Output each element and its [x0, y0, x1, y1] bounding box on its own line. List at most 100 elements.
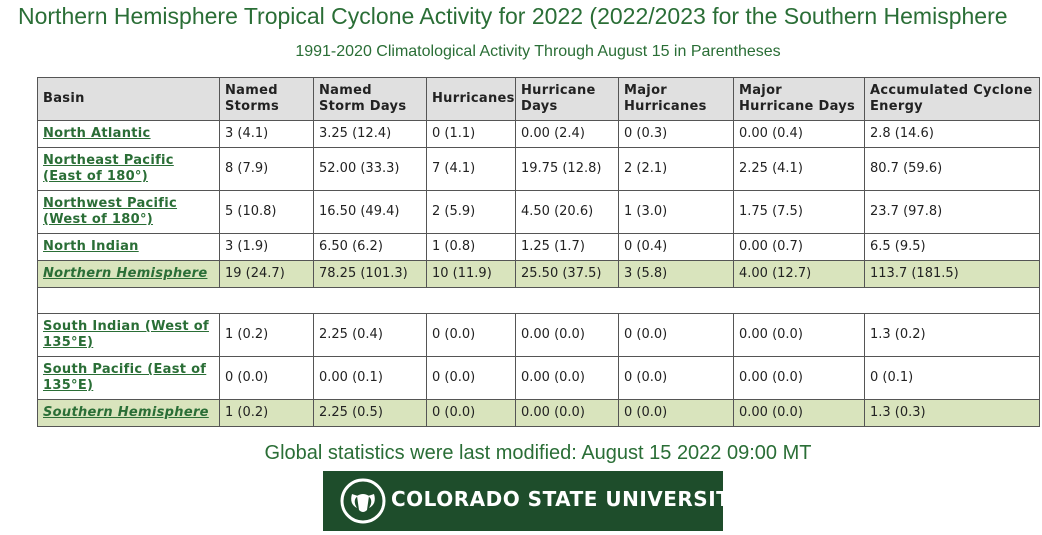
stat-cell: 1 (0.2) — [219, 313, 314, 357]
column-header: Hurricane Days — [515, 77, 619, 121]
stat-cell: 23.7 (97.8) — [864, 190, 1040, 234]
column-header: Hurricanes — [426, 77, 516, 121]
column-header: Named Storms — [219, 77, 314, 121]
basin-link[interactable]: Northern Hemisphere — [43, 266, 208, 281]
basin-cell: North Atlantic — [37, 120, 220, 148]
stat-cell: 3 (1.9) — [219, 233, 314, 261]
basin-link[interactable]: North Indian — [43, 239, 139, 254]
stat-cell: 0 (0.0) — [426, 313, 516, 357]
basin-link[interactable]: North Atlantic — [43, 126, 151, 141]
stat-cell: 6.5 (9.5) — [864, 233, 1040, 261]
stat-cell: 3 (5.8) — [618, 260, 734, 288]
stat-cell: 0 (0.0) — [426, 399, 516, 427]
stat-cell: 0.00 (0.4) — [733, 120, 865, 148]
stat-cell: 2.8 (14.6) — [864, 120, 1040, 148]
stat-cell: 2.25 (0.4) — [313, 313, 427, 357]
stat-cell: 16.50 (49.4) — [313, 190, 427, 234]
stat-cell: 6.50 (6.2) — [313, 233, 427, 261]
last-modified: Global statistics were last modified: Au… — [264, 442, 812, 464]
basin-cell: Northwest Pacific (West of 180°) — [37, 190, 220, 234]
column-header: Basin — [37, 77, 220, 121]
stat-cell: 0.00 (0.0) — [515, 356, 619, 400]
stat-cell: 1.75 (7.5) — [733, 190, 865, 234]
stat-cell: 3.25 (12.4) — [313, 120, 427, 148]
stat-cell: 4.50 (20.6) — [515, 190, 619, 234]
stat-cell: 0.00 (0.7) — [733, 233, 865, 261]
stat-cell: 1 (0.8) — [426, 233, 516, 261]
column-header: Named Storm Days — [313, 77, 427, 121]
stat-cell: 0 (0.1) — [864, 356, 1040, 400]
page-title: Northern Hemisphere Tropical Cyclone Act… — [18, 3, 1008, 29]
stat-cell: 0 (1.1) — [426, 120, 516, 148]
logo-icon — [340, 478, 386, 524]
stat-cell: 0 (0.0) — [618, 399, 734, 427]
basin-cell: Northeast Pacific (East of 180°) — [37, 147, 220, 191]
basin-row: South Pacific (East of 135°E) 0 (0.0) 0.00… — [37, 356, 1040, 400]
stat-cell: 52.00 (33.3) — [313, 147, 427, 191]
basin-link[interactable]: Northwest Pacific (West of 180°) — [43, 196, 178, 227]
basin-cell: South Indian (West of 135°E) — [37, 313, 220, 357]
column-header: Major Hurricanes — [618, 77, 734, 121]
stat-cell: 0.00 (0.0) — [515, 313, 619, 357]
stat-cell: 2 (2.1) — [618, 147, 734, 191]
stat-cell: 80.7 (59.6) — [864, 147, 1040, 191]
stat-cell: 113.7 (181.5) — [864, 260, 1040, 288]
logo-text: COLORADO STATE UNIVERSITY — [391, 487, 746, 511]
basin-cell: South Pacific (East of 135°E) — [37, 356, 220, 400]
subtitle: 1991-2020 Climatological Activity Throug… — [295, 43, 781, 60]
separator-row — [37, 287, 1040, 314]
stat-cell: 0.00 (0.0) — [733, 399, 865, 427]
column-header: Accumulated Cyclone Energy — [864, 77, 1040, 121]
stat-cell: 19 (24.7) — [219, 260, 314, 288]
stat-cell: 0.00 (0.0) — [515, 399, 619, 427]
stat-cell: 1.3 (0.2) — [864, 313, 1040, 357]
stat-cell: 78.25 (101.3) — [313, 260, 427, 288]
stat-cell: 7 (4.1) — [426, 147, 516, 191]
stat-cell: 0 (0.4) — [618, 233, 734, 261]
stat-cell: 0 (0.0) — [618, 313, 734, 357]
stat-cell: 1.3 (0.3) — [864, 399, 1040, 427]
stat-cell: 0.00 (0.0) — [733, 356, 865, 400]
basin-cell: North Indian — [37, 233, 220, 261]
stat-cell: 19.75 (12.8) — [515, 147, 619, 191]
stat-cell: 2.25 (0.5) — [313, 399, 427, 427]
stats-table: Basin Named Storms Named Storm Days Hurrica… — [37, 77, 1040, 427]
stat-cell: 1.25 (1.7) — [515, 233, 619, 261]
stat-cell: 25.50 (37.5) — [515, 260, 619, 288]
stat-cell: 0.00 (0.0) — [733, 313, 865, 357]
stat-cell: 2 (5.9) — [426, 190, 516, 234]
basin-link[interactable]: South Indian (West of 135°E) — [43, 319, 209, 350]
total-row: Southern Hemisphere 1 (0.2) 2.25 (0.5) 0 (0… — [37, 399, 1040, 427]
stat-cell: 1 (0.2) — [219, 399, 314, 427]
basin-row: North Atlantic 3 (4.1) 3.25 (12.4) 0 (1.1) 0… — [37, 120, 1040, 148]
logo[interactable]: COLORADO STATE UNIVERSITY — [323, 471, 745, 531]
stat-cell: 2.25 (4.1) — [733, 147, 865, 191]
basin-link[interactable]: Southern Hemisphere — [43, 405, 209, 420]
column-header: Major Hurricane Days — [733, 77, 865, 121]
basin-row: South Indian (West of 135°E) 1 (0.2) 2.25 … — [37, 313, 1040, 357]
stat-cell: 5 (10.8) — [219, 190, 314, 234]
basin-cell: Southern Hemisphere — [37, 399, 220, 427]
stat-cell: 1 (3.0) — [618, 190, 734, 234]
basin-link[interactable]: Northeast Pacific (East of 180°) — [43, 153, 174, 184]
separator-cell — [37, 287, 1040, 314]
basin-link[interactable]: South Pacific (East of 135°E) — [43, 362, 207, 393]
basin-cell: Northern Hemisphere — [37, 260, 220, 288]
stat-cell: 0.00 (2.4) — [515, 120, 619, 148]
stat-cell: 3 (4.1) — [219, 120, 314, 148]
stat-cell: 10 (11.9) — [426, 260, 516, 288]
stat-cell: 0 (0.0) — [426, 356, 516, 400]
stat-cell: 0.00 (0.1) — [313, 356, 427, 400]
table-body: North Atlantic 3 (4.1) 3.25 (12.4) 0 (1.1) 0… — [37, 120, 1040, 427]
basin-row: Northeast Pacific (East of 180°) 8 (7.9) 5… — [37, 147, 1040, 191]
stat-cell: 4.00 (12.7) — [733, 260, 865, 288]
total-row: Northern Hemisphere 19 (24.7) 78.25 (101.3… — [37, 260, 1040, 288]
stat-cell: 0 (0.0) — [618, 356, 734, 400]
header-row: Basin Named Storms Named Storm Days Hurrica… — [37, 77, 1040, 121]
basin-row: Northwest Pacific (West of 180°) 5 (10.8)… — [37, 190, 1040, 234]
stat-cell: 8 (7.9) — [219, 147, 314, 191]
stat-cell: 0 (0.3) — [618, 120, 734, 148]
stat-cell: 0 (0.0) — [219, 356, 314, 400]
basin-row: North Indian 3 (1.9) 6.50 (6.2) 1 (0.8) 1.25… — [37, 233, 1040, 261]
